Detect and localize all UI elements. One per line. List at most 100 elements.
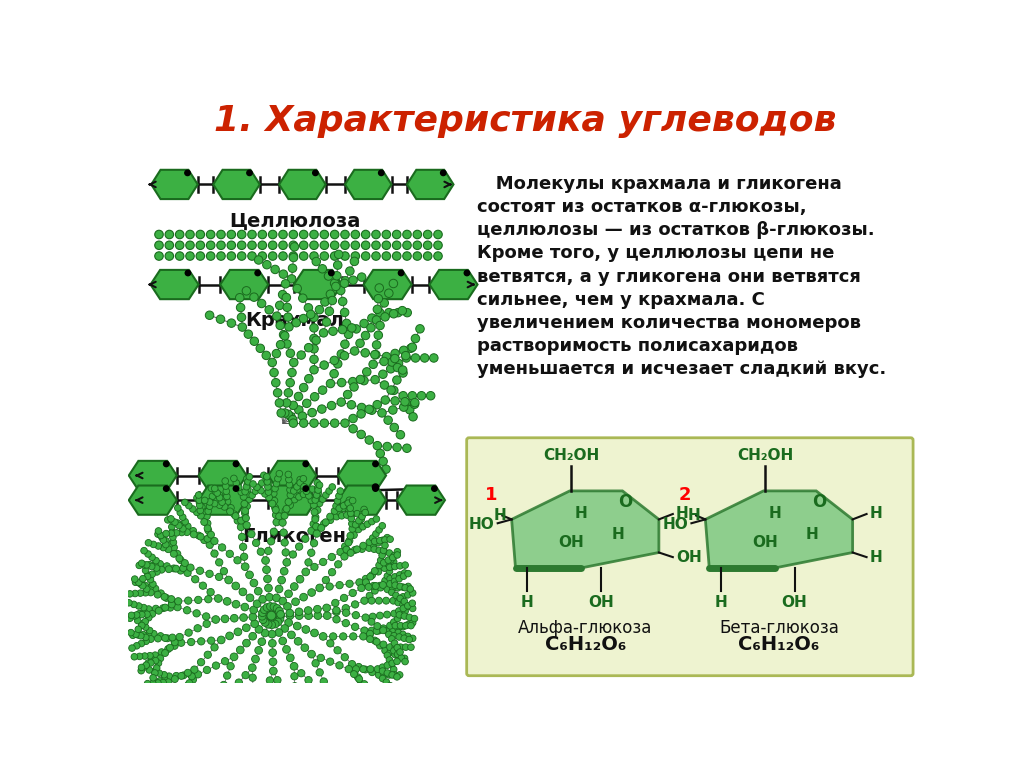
Circle shape — [411, 400, 419, 409]
Circle shape — [367, 632, 373, 639]
Circle shape — [383, 679, 390, 686]
Circle shape — [242, 510, 249, 517]
Circle shape — [372, 230, 380, 239]
Circle shape — [162, 683, 168, 690]
Circle shape — [135, 626, 141, 633]
Circle shape — [206, 570, 213, 578]
Circle shape — [372, 316, 381, 324]
Circle shape — [282, 279, 290, 288]
Circle shape — [362, 575, 370, 582]
Circle shape — [312, 336, 321, 344]
Circle shape — [361, 708, 368, 714]
Polygon shape — [199, 486, 247, 515]
Circle shape — [281, 539, 289, 546]
Circle shape — [384, 416, 392, 424]
Circle shape — [264, 621, 272, 628]
Circle shape — [340, 633, 347, 640]
Circle shape — [347, 510, 354, 517]
Circle shape — [175, 230, 184, 239]
Circle shape — [272, 512, 280, 518]
Polygon shape — [407, 170, 454, 199]
Circle shape — [214, 714, 221, 721]
Circle shape — [182, 714, 188, 720]
Circle shape — [139, 575, 146, 582]
Circle shape — [397, 622, 403, 629]
Circle shape — [195, 596, 202, 604]
Circle shape — [155, 230, 163, 239]
Circle shape — [158, 686, 165, 693]
Circle shape — [216, 495, 223, 501]
Circle shape — [216, 502, 223, 509]
Circle shape — [230, 475, 238, 482]
Circle shape — [391, 651, 398, 658]
Circle shape — [379, 552, 385, 558]
Circle shape — [394, 584, 401, 591]
Circle shape — [263, 575, 271, 583]
Circle shape — [281, 409, 289, 417]
Polygon shape — [512, 491, 658, 568]
Circle shape — [238, 517, 245, 524]
Circle shape — [265, 481, 272, 488]
Circle shape — [402, 230, 412, 239]
Circle shape — [391, 640, 398, 647]
Circle shape — [333, 502, 339, 509]
Circle shape — [407, 586, 414, 592]
Circle shape — [331, 717, 338, 724]
Circle shape — [146, 627, 153, 634]
Circle shape — [310, 521, 317, 528]
Circle shape — [284, 313, 292, 321]
Circle shape — [350, 709, 356, 716]
Circle shape — [276, 470, 283, 477]
Circle shape — [236, 484, 242, 491]
Circle shape — [362, 581, 370, 588]
Circle shape — [203, 613, 210, 620]
Circle shape — [383, 443, 391, 451]
Circle shape — [161, 594, 168, 601]
Circle shape — [294, 486, 301, 493]
Circle shape — [388, 557, 394, 563]
Circle shape — [271, 621, 279, 628]
Circle shape — [156, 607, 162, 614]
Circle shape — [371, 351, 379, 359]
Circle shape — [399, 624, 407, 630]
Circle shape — [399, 403, 408, 411]
Circle shape — [321, 678, 328, 685]
Circle shape — [145, 631, 152, 637]
Circle shape — [373, 638, 380, 645]
Circle shape — [286, 704, 293, 711]
Circle shape — [317, 654, 325, 662]
Circle shape — [392, 622, 398, 629]
Circle shape — [310, 629, 318, 637]
Circle shape — [361, 241, 370, 249]
Circle shape — [287, 711, 294, 718]
Circle shape — [318, 743, 326, 750]
Circle shape — [211, 739, 217, 746]
Circle shape — [360, 597, 368, 604]
Circle shape — [410, 590, 416, 596]
Circle shape — [327, 732, 333, 739]
Circle shape — [152, 652, 159, 659]
Circle shape — [348, 377, 357, 386]
Circle shape — [275, 738, 282, 744]
Circle shape — [144, 680, 151, 687]
Circle shape — [222, 483, 229, 489]
Circle shape — [138, 640, 144, 647]
Circle shape — [372, 698, 378, 704]
Circle shape — [390, 627, 397, 634]
Circle shape — [254, 484, 260, 491]
Circle shape — [359, 633, 367, 640]
Circle shape — [341, 230, 349, 239]
Text: H: H — [687, 508, 700, 523]
Circle shape — [396, 634, 402, 640]
Circle shape — [401, 584, 409, 591]
Circle shape — [262, 261, 271, 269]
Circle shape — [201, 509, 208, 515]
Circle shape — [354, 510, 360, 517]
Circle shape — [310, 502, 317, 509]
Circle shape — [155, 531, 162, 538]
Circle shape — [152, 694, 158, 701]
Circle shape — [143, 662, 150, 669]
Circle shape — [361, 716, 368, 723]
Circle shape — [169, 634, 176, 641]
Circle shape — [244, 503, 251, 510]
